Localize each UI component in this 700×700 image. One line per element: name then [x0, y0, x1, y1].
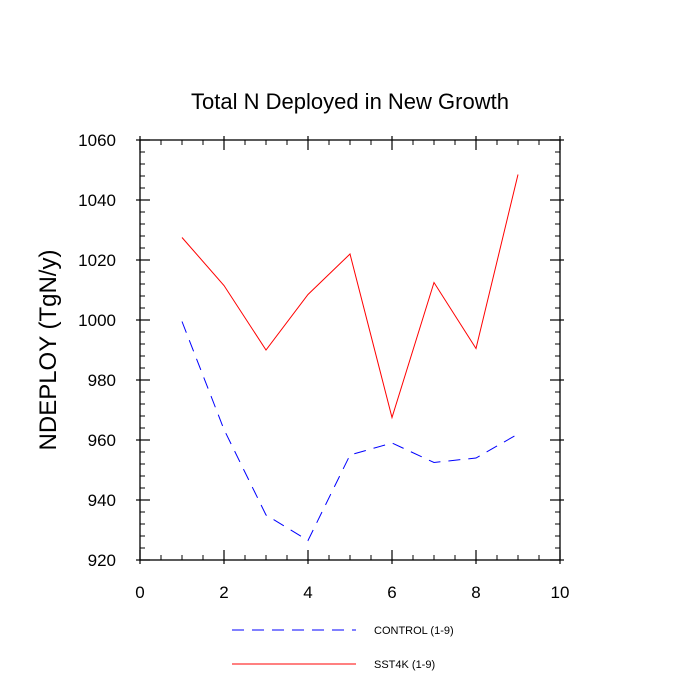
axis-ticks	[136, 136, 564, 564]
x-tick-label: 0	[135, 583, 144, 602]
tick-labels: 0 2 4 6 8 10 920 940 960 980 1000 1020 1040 1060	[78, 131, 569, 602]
y-axis-label: NDEPLOY (TgN/y)	[35, 250, 62, 451]
series-line-sst4k-1-9	[181, 174, 519, 420]
chart-title: Total N Deployed in New Growth	[191, 89, 509, 114]
series-line-control-1-9	[181, 321, 519, 542]
legend: CONTROL (1-9) SST4K (1-9)	[232, 625, 454, 671]
y-tick-label: 940	[88, 491, 116, 510]
x-tick-label: 10	[551, 583, 570, 602]
x-tick-label: 2	[219, 583, 228, 602]
y-tick-label: 1060	[78, 131, 116, 150]
y-tick-label: 960	[88, 431, 116, 450]
plot-border	[139, 139, 561, 561]
legend-label-0: CONTROL (1-9)	[374, 625, 454, 637]
x-tick-label: 8	[471, 583, 480, 602]
x-tick-label: 6	[387, 583, 396, 602]
y-tick-label: 920	[88, 551, 116, 570]
y-tick-label: 1040	[78, 191, 116, 210]
y-tick-label: 1020	[78, 251, 116, 270]
y-tick-label: 1000	[78, 311, 116, 330]
x-tick-label: 4	[303, 583, 312, 602]
legend-label-1: SST4K (1-9)	[374, 659, 435, 671]
series-lines	[181, 174, 519, 542]
plot-frame	[139, 139, 561, 561]
y-tick-label: 980	[88, 371, 116, 390]
